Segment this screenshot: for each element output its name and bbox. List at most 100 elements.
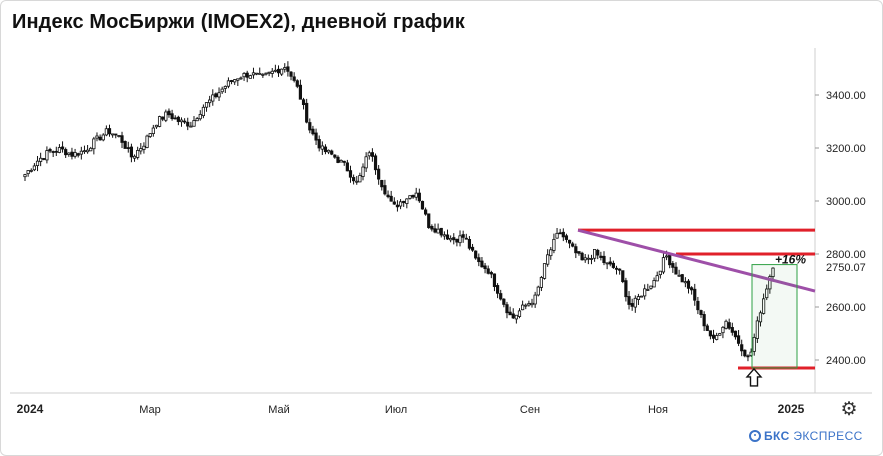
candle-body — [67, 152, 71, 155]
candle-body — [636, 296, 641, 300]
candle-body — [530, 302, 534, 306]
candle-body — [48, 148, 52, 152]
candle-body — [383, 185, 387, 195]
candle-body — [183, 120, 187, 123]
candle-body — [308, 122, 312, 131]
chart-title: Индекс МосБиржи (IMOEX2), дневной график — [12, 11, 465, 33]
candle-body — [330, 150, 334, 155]
candle-body — [765, 288, 769, 299]
candle-body — [380, 180, 384, 188]
candle-body — [298, 84, 303, 100]
candle-body — [57, 147, 62, 153]
candle-body — [517, 310, 522, 317]
candle-body — [708, 330, 713, 337]
x-tick-label: Мар — [139, 404, 161, 416]
brand-name: БКС — [764, 429, 790, 443]
candle-body — [358, 175, 362, 183]
candle-body — [233, 79, 237, 83]
candle-body — [427, 213, 431, 228]
candle-body — [630, 303, 634, 307]
candle-body — [248, 75, 252, 79]
candle-body — [727, 322, 731, 329]
candle-body — [311, 128, 315, 135]
candle-body — [649, 285, 653, 289]
candle-body — [527, 303, 531, 306]
candle-body — [724, 320, 728, 329]
candle-body — [273, 69, 277, 72]
candle-body — [317, 139, 321, 149]
y-tick-label: 2400.00 — [826, 355, 866, 367]
candle-body — [539, 277, 544, 288]
candle-body — [680, 274, 684, 283]
candle-body — [430, 225, 434, 230]
candle-body — [170, 113, 174, 120]
candle-body — [433, 228, 437, 233]
candle-body — [242, 73, 246, 78]
candle-body — [646, 289, 650, 291]
candle-body — [364, 156, 368, 169]
candle-body — [192, 120, 196, 127]
y-tick-label: 3000.00 — [826, 196, 866, 208]
candle-body — [514, 314, 518, 320]
candle-body — [564, 235, 569, 240]
candle-body — [42, 158, 46, 160]
candle-body — [521, 304, 525, 311]
candle-body — [470, 246, 475, 251]
candle-body — [154, 124, 159, 128]
candle-body — [467, 239, 472, 249]
candle-body — [54, 150, 58, 153]
candle-body — [671, 263, 675, 268]
candle-body — [85, 149, 90, 153]
candle-body — [736, 335, 741, 344]
candle-body — [655, 275, 659, 282]
candle-body — [524, 304, 528, 307]
candle-body — [658, 270, 662, 276]
candle-body — [176, 116, 180, 122]
candle-body — [151, 127, 155, 135]
candle-body — [79, 150, 83, 155]
candle-body — [455, 238, 459, 243]
candle-body — [589, 258, 594, 260]
candle-body — [342, 160, 346, 163]
candle-body — [702, 314, 706, 327]
candle-body — [355, 180, 359, 183]
candle-body — [145, 135, 149, 148]
candle-body — [561, 231, 565, 238]
candle-body — [361, 166, 365, 177]
candle-body — [136, 150, 140, 158]
candle-body — [73, 152, 77, 157]
candle-body — [283, 67, 287, 70]
candle-body — [82, 150, 87, 153]
candle-body — [611, 262, 615, 268]
candle-body — [489, 272, 493, 275]
candle-body — [593, 249, 597, 259]
candle-body — [76, 153, 80, 156]
candle-body — [198, 113, 202, 120]
candle-body — [449, 237, 453, 241]
candle-body — [740, 344, 744, 352]
x-tick-label: 2024 — [17, 402, 44, 416]
candle-body — [621, 270, 625, 282]
candle-body — [204, 102, 209, 108]
candle-body — [211, 94, 215, 102]
candle-body — [411, 194, 415, 198]
gear-icon[interactable]: ⚙ — [840, 399, 858, 420]
x-tick-label: Ноя — [648, 404, 668, 416]
candle-body — [555, 232, 559, 239]
candle-body — [104, 128, 108, 136]
candle-body — [664, 255, 669, 258]
candle-body — [254, 72, 259, 75]
candle-body — [596, 249, 600, 256]
candle-body — [486, 268, 490, 274]
candle-body — [752, 337, 756, 352]
candle-body — [101, 134, 105, 141]
candle-body — [392, 201, 396, 205]
candle-body — [208, 99, 212, 104]
candle-body — [117, 135, 121, 137]
candle-body — [511, 313, 515, 319]
candle-body — [599, 255, 603, 258]
candle-body — [452, 237, 456, 241]
candle-body — [129, 146, 134, 158]
candle-body — [674, 266, 678, 275]
